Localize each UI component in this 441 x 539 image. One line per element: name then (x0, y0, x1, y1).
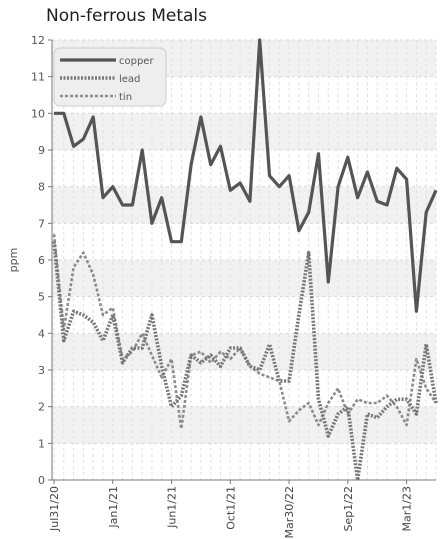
series-lines (52, 38, 438, 482)
legend-label-copper: copper (119, 56, 154, 67)
y-tick-label: 5 (38, 291, 45, 304)
y-tick-label: 7 (38, 217, 45, 230)
plot-band (52, 223, 436, 260)
legend[interactable]: copper lead tin (53, 47, 167, 107)
y-tick-label: 12 (31, 34, 45, 47)
x-tick-label: Mar30/22 (283, 486, 296, 538)
legend-label-lead: lead (119, 74, 140, 85)
plot-band (52, 260, 436, 297)
plot-band (52, 406, 436, 444)
y-tick-label: 1 (38, 437, 45, 450)
x-tick-label: Jan1/21 (107, 486, 120, 529)
x-tick-label: Oct1/21 (224, 486, 237, 530)
y-tick-label: 6 (38, 254, 45, 267)
y-tick-label: 11 (31, 71, 45, 84)
x-tick-label: Sep1/22 (342, 486, 355, 531)
y-tick-label: 9 (38, 144, 45, 157)
plot-band (52, 150, 436, 187)
x-tick-label: Jun1/21 (166, 486, 179, 529)
y-tick-label: 10 (31, 107, 45, 120)
plot-band (52, 296, 436, 334)
x-tick-label: Jul31/20 (48, 486, 61, 532)
y-tick-label: 8 (38, 181, 45, 194)
plot-band (52, 370, 436, 407)
series-line-copper[interactable] (54, 38, 438, 313)
legend-label-tin: tin (119, 92, 132, 103)
plot-band (52, 443, 436, 480)
x-tick-label: Mar1/23 (401, 486, 414, 531)
series-line-lead[interactable] (52, 241, 438, 482)
y-tick-label: 3 (38, 364, 45, 377)
chart-title: Non-ferrous Metals (46, 6, 208, 26)
x-tick-labels: Jul31/20 Jan1/21 Jun1/21 Oct1/21 Mar30/22 Sep… (48, 480, 414, 538)
y-tick-label: 2 (38, 401, 45, 414)
series-line-tin[interactable] (52, 234, 438, 431)
y-tick-label: 4 (38, 327, 45, 340)
plot-band (52, 113, 436, 150)
y-axis-label: ppm (7, 248, 20, 273)
y-tick-label: 0 (38, 474, 45, 487)
